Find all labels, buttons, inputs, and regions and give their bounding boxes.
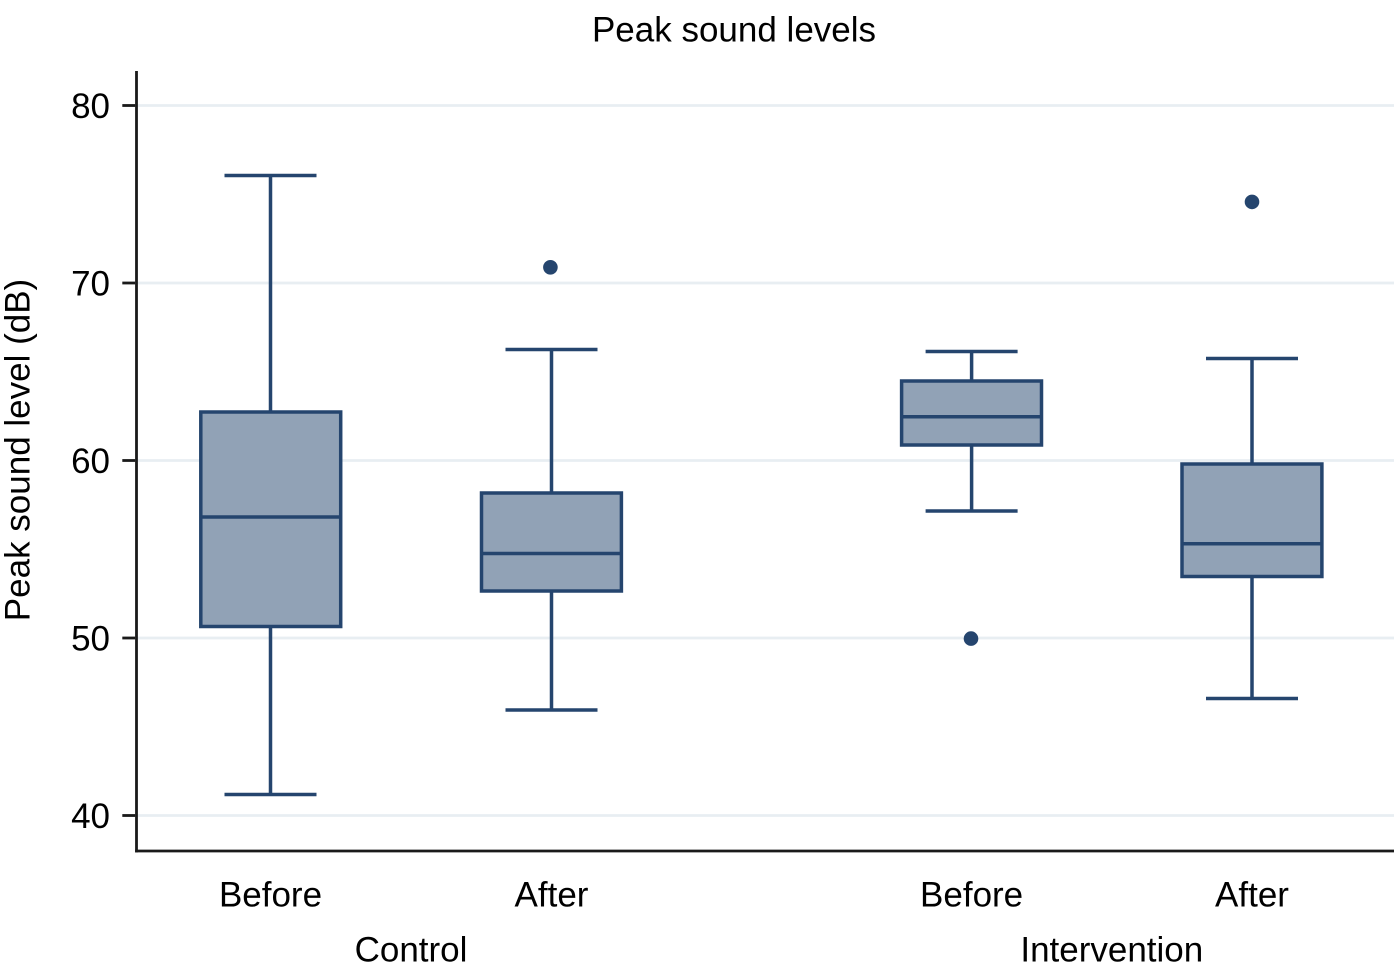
svg-text:Before: Before [219, 876, 322, 915]
svg-text:After: After [1215, 876, 1289, 915]
svg-text:50: 50 [71, 620, 110, 659]
svg-text:80: 80 [71, 87, 110, 126]
svg-text:Intervention: Intervention [1020, 931, 1203, 970]
svg-text:Before: Before [920, 876, 1023, 915]
svg-text:Peak sound level (dB): Peak sound level (dB) [0, 279, 38, 621]
svg-text:Peak sound levels: Peak sound levels [592, 11, 876, 50]
svg-text:After: After [515, 876, 589, 915]
svg-text:Control: Control [355, 931, 468, 970]
svg-text:60: 60 [71, 442, 110, 481]
svg-text:40: 40 [71, 797, 110, 836]
svg-text:70: 70 [71, 265, 110, 304]
